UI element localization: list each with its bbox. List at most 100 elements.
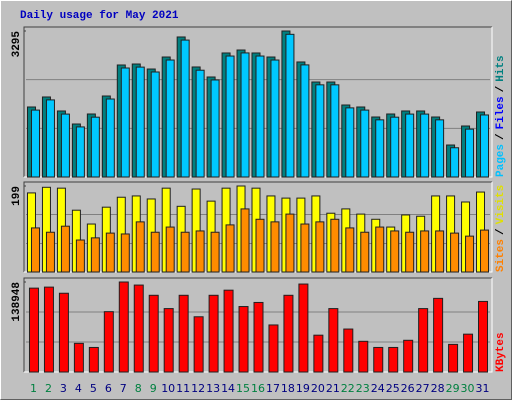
bar: [300, 64, 310, 178]
bar: [133, 284, 144, 373]
legend-entry: Sites: [495, 239, 507, 272]
bar: [45, 231, 55, 273]
x-tick-label: 7: [120, 382, 127, 395]
bar: [165, 59, 175, 178]
x-tick-label: 19: [296, 382, 310, 395]
bar: [30, 227, 40, 273]
legend: Pages / Files / Hits: [495, 55, 507, 177]
x-tick-label: 22: [341, 382, 355, 395]
bar: [375, 119, 385, 178]
bar: [375, 226, 385, 273]
y-tick-label: 3295: [11, 31, 23, 58]
x-tick-label: 12: [191, 382, 205, 395]
bar: [75, 239, 85, 273]
bar: [358, 340, 369, 373]
bar: [330, 84, 340, 178]
x-tick-label: 13: [206, 382, 220, 395]
bar: [193, 316, 204, 373]
bar: [465, 128, 475, 178]
bar: [28, 287, 39, 373]
bar: [313, 334, 324, 373]
legend: KBytes: [495, 332, 507, 372]
bar: [73, 342, 84, 373]
bar: [165, 226, 175, 273]
x-tick-label: 27: [416, 382, 430, 395]
bar: [478, 300, 489, 373]
x-tick-label: 18: [281, 382, 295, 395]
x-tick-label: 28: [431, 382, 445, 395]
bar: [255, 218, 265, 273]
bar: [405, 231, 415, 273]
bar: [120, 233, 130, 273]
bar: [345, 227, 355, 273]
x-tick-label: 2: [45, 382, 52, 395]
bar: [300, 223, 310, 273]
x-tick-label: 10: [161, 382, 175, 395]
bar: [135, 66, 145, 178]
bar: [208, 294, 219, 373]
legend-entry: Visits: [495, 185, 507, 225]
y-tick-label: 138948: [11, 282, 23, 322]
bar: [405, 113, 415, 178]
bar: [330, 218, 340, 273]
bar: [285, 213, 295, 273]
bar: [480, 114, 490, 178]
legend: Sites / Visits: [495, 185, 507, 272]
bar: [328, 308, 339, 373]
bar: [150, 71, 160, 178]
bar: [103, 311, 114, 373]
bar: [285, 33, 295, 178]
bar: [373, 346, 384, 373]
bar: [268, 324, 279, 373]
x-tick-label: 6: [105, 382, 112, 395]
bar: [390, 230, 400, 273]
x-tick-label: 11: [176, 382, 190, 395]
bar: [298, 283, 309, 373]
bar: [148, 294, 159, 373]
bar: [210, 79, 220, 178]
bar: [88, 346, 99, 373]
x-tick-label: 1: [30, 382, 37, 395]
bar: [463, 333, 474, 373]
bar: [360, 109, 370, 178]
x-tick-label: 9: [150, 382, 157, 395]
bar: [120, 67, 130, 178]
bar: [195, 230, 205, 273]
bar: [450, 147, 460, 178]
panel-edge-dark: [23, 181, 492, 272]
bar: [420, 113, 430, 178]
bar: [450, 232, 460, 273]
bar: [180, 39, 190, 178]
bar: [255, 55, 265, 178]
bar: [105, 98, 115, 178]
legend-separator: /: [495, 133, 507, 140]
legend-entry: Hits: [495, 55, 507, 81]
bar: [253, 301, 264, 373]
x-tick-label: 25: [386, 382, 400, 395]
bar: [43, 286, 54, 373]
bar: [240, 52, 250, 178]
legend-entry: KBytes: [495, 332, 507, 372]
bar: [223, 289, 234, 373]
bar: [433, 297, 444, 373]
bar: [30, 109, 40, 178]
bar: [315, 84, 325, 178]
bar: [135, 221, 145, 273]
bar: [283, 294, 294, 373]
x-tick-label: 5: [90, 382, 97, 395]
bar: [60, 225, 70, 273]
bar: [178, 294, 189, 373]
bar: [195, 69, 205, 178]
bar: [180, 231, 190, 273]
x-tick-label: 29: [446, 382, 460, 395]
bar: [448, 343, 459, 373]
x-tick-label: 30: [461, 382, 475, 395]
x-tick-label: 17: [266, 382, 280, 395]
bar: [315, 221, 325, 273]
bar: [345, 107, 355, 178]
x-tick-label: 31: [476, 382, 490, 395]
bar: [480, 229, 490, 273]
y-tick-label: 199: [11, 186, 23, 206]
bar: [150, 231, 160, 273]
